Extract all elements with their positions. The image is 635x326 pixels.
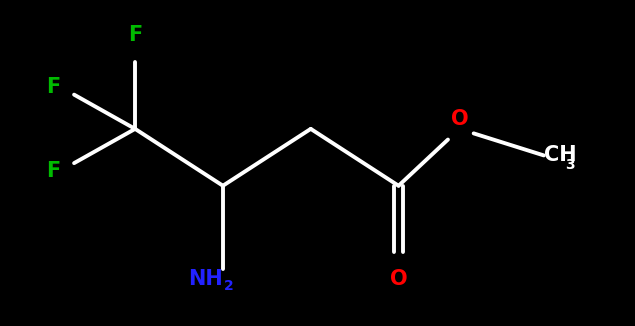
Text: 2: 2: [224, 279, 234, 293]
Text: O: O: [390, 269, 408, 289]
Text: F: F: [128, 25, 142, 46]
Text: F: F: [46, 77, 61, 97]
Text: CH: CH: [544, 145, 577, 165]
Text: NH: NH: [188, 269, 223, 289]
Text: F: F: [46, 161, 61, 181]
Text: O: O: [451, 109, 468, 129]
Text: 3: 3: [565, 158, 575, 172]
